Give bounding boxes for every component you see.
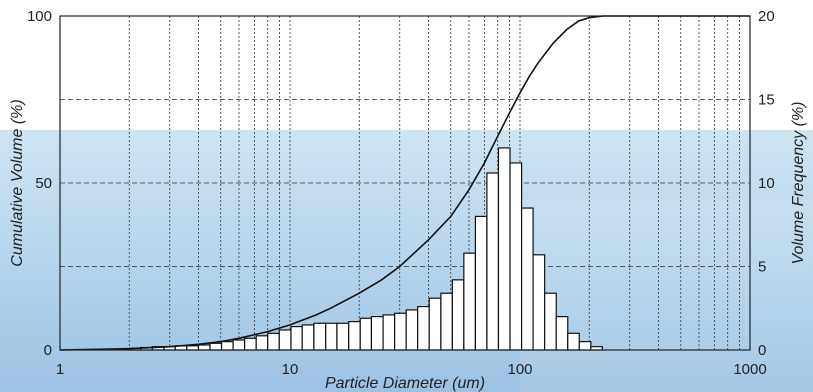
histogram-bar — [567, 332, 580, 351]
histogram-bar — [278, 329, 292, 351]
cumulative-curve — [59, 15, 750, 351]
y-right-axis-label: Volume Frequency (%) — [790, 101, 807, 264]
histogram-bar — [440, 292, 453, 351]
histogram-bar — [578, 341, 592, 351]
x-tick-label: 1000 — [733, 361, 766, 378]
x-tick-label: 1 — [56, 361, 64, 378]
x-axis-label: Particle Diameter (um) — [325, 375, 485, 392]
y-left-tick-label: 0 — [44, 342, 52, 359]
histogram-bar — [394, 312, 407, 351]
histogram-bar — [220, 341, 234, 351]
y-left-axis-label: Cumulative Volume (%) — [9, 99, 26, 266]
y-right-tick-labels: 0 5 10 15 20 — [758, 8, 775, 359]
histogram-bar — [209, 342, 223, 351]
y-right-tick-label: 15 — [758, 92, 775, 109]
histogram-bar — [370, 316, 384, 351]
background-highlight — [520, 200, 813, 392]
y-right-tick-label: 20 — [758, 8, 775, 25]
histogram-bar — [417, 305, 430, 351]
histogram-bar — [359, 317, 373, 351]
y-right-tick-label: 10 — [758, 175, 775, 192]
histogram-bar — [532, 254, 546, 351]
histogram-bar — [348, 321, 361, 351]
histogram-bar — [197, 344, 211, 351]
histogram-bar — [336, 322, 350, 351]
histogram-bar — [290, 326, 303, 351]
histogram-bar — [232, 339, 246, 351]
histogram-bar — [497, 147, 511, 351]
x-tick-label: 100 — [507, 361, 532, 378]
histogram-bar — [428, 297, 442, 351]
histogram-bar — [474, 215, 488, 351]
histogram-bar — [520, 207, 534, 351]
histogram-bar — [382, 314, 396, 351]
y-left-tick-label: 50 — [35, 175, 52, 192]
histogram-bar — [486, 172, 500, 351]
histogram-bar — [463, 252, 477, 351]
histogram-bar — [451, 279, 465, 351]
histogram-bar — [555, 316, 569, 351]
histogram-bar — [301, 324, 315, 351]
histogram-bar — [255, 335, 269, 351]
histogram-bar — [405, 309, 419, 351]
histogram-bar — [267, 332, 280, 351]
y-left-tick-label: 100 — [27, 8, 52, 25]
histogram-bar — [325, 322, 338, 351]
histogram-bar — [509, 162, 523, 351]
x-tick-labels: 1 10 100 1000 — [56, 361, 767, 378]
x-tick-label: 10 — [282, 361, 299, 378]
plot-frame — [59, 15, 751, 351]
grid — [60, 16, 751, 350]
background-upper — [0, 0, 813, 130]
histogram-bar — [544, 292, 557, 351]
histogram-bar — [186, 345, 200, 351]
histogram-bars — [128, 147, 603, 351]
y-right-tick-label: 5 — [758, 259, 766, 276]
histogram-bar — [313, 322, 327, 351]
y-left-tick-labels: 0 50 100 — [27, 8, 52, 359]
y-right-tick-label: 0 — [758, 342, 766, 359]
histogram-bar — [244, 337, 257, 351]
